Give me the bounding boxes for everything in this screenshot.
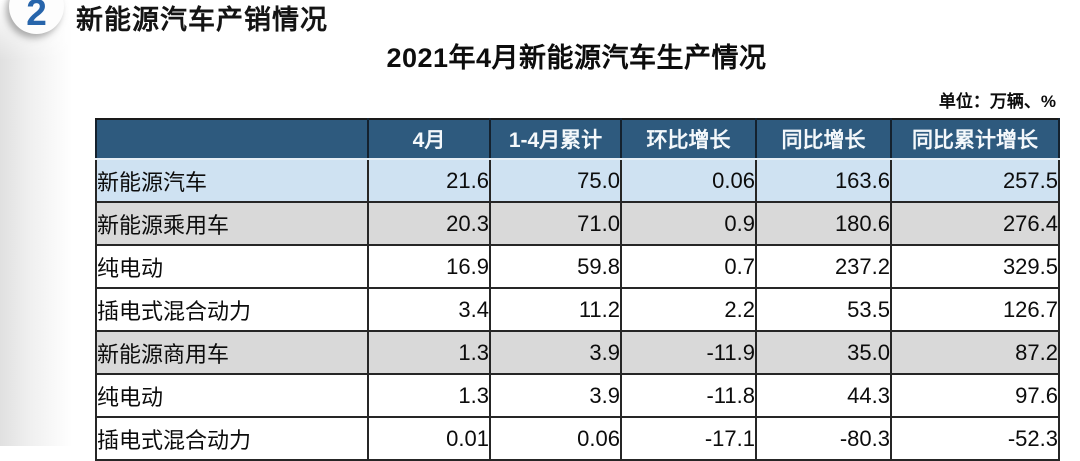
- slide-edge-gradient: [0, 0, 72, 446]
- table-row: 插电式混合动力 3.4 11.2 2.2 53.5 126.7: [95, 287, 1060, 332]
- column-header-cumulative: 1-4月累计: [489, 118, 622, 160]
- value-cell: 21.6: [367, 158, 491, 203]
- table-row: 新能源乘用车 20.3 71.0 0.9 180.6 276.4: [95, 201, 1060, 246]
- column-header-label: [95, 118, 369, 160]
- value-cell: 276.4: [890, 201, 1060, 246]
- value-cell: 1.3: [367, 373, 491, 418]
- row-label-cell: 纯电动: [95, 373, 369, 418]
- value-cell: 3.9: [489, 373, 622, 418]
- value-cell: 1.3: [367, 330, 491, 375]
- section-number: 2: [26, 0, 47, 33]
- table-header: 4月 1-4月累计 环比增长 同比增长 同比累计增长: [95, 118, 1060, 160]
- value-cell: 237.2: [755, 244, 892, 289]
- table-row: 新能源商用车 1.3 3.9 -11.9 35.0 87.2: [95, 330, 1060, 375]
- row-label-cell: 新能源商用车: [95, 330, 369, 375]
- value-cell: 75.0: [489, 158, 622, 203]
- value-cell: 0.06: [489, 416, 622, 461]
- value-cell: 53.5: [755, 287, 892, 332]
- value-cell: -11.8: [620, 373, 757, 418]
- value-cell: 163.6: [755, 158, 892, 203]
- section-title: 新能源汽车产销情况: [76, 5, 328, 35]
- value-cell: 3.9: [489, 330, 622, 375]
- column-header-yoy-cumulative-growth: 同比累计增长: [890, 118, 1060, 160]
- table-row: 纯电动 16.9 59.8 0.7 237.2 329.5: [95, 244, 1060, 289]
- column-header-april: 4月: [367, 118, 491, 160]
- column-header-yoy-growth: 同比增长: [755, 118, 892, 160]
- value-cell: 2.2: [620, 287, 757, 332]
- value-cell: 180.6: [755, 201, 892, 246]
- value-cell: 87.2: [890, 330, 1060, 375]
- value-cell: 0.9: [620, 201, 757, 246]
- value-cell: 71.0: [489, 201, 622, 246]
- value-cell: 0.06: [620, 158, 757, 203]
- value-cell: 11.2: [489, 287, 622, 332]
- table-title: 2021年4月新能源汽车生产情况: [386, 43, 767, 73]
- value-cell: -17.1: [620, 416, 757, 461]
- header-row: 4月 1-4月累计 环比增长 同比增长 同比累计增长: [95, 118, 1060, 160]
- value-cell: -80.3: [755, 416, 892, 461]
- row-label-cell: 新能源乘用车: [95, 201, 369, 246]
- value-cell: -11.9: [620, 330, 757, 375]
- value-cell: 257.5: [890, 158, 1060, 203]
- value-cell: 16.9: [367, 244, 491, 289]
- value-cell: 329.5: [890, 244, 1060, 289]
- value-cell: 59.8: [489, 244, 622, 289]
- production-table: 4月 1-4月累计 环比增长 同比增长 同比累计增长 新能源汽车 21.6 75.0…: [95, 118, 1060, 461]
- row-label-cell: 纯电动: [95, 244, 369, 289]
- value-cell: 97.6: [890, 373, 1060, 418]
- value-cell: 126.7: [890, 287, 1060, 332]
- value-cell: 35.0: [755, 330, 892, 375]
- row-label-cell: 插电式混合动力: [95, 287, 369, 332]
- value-cell: -52.3: [890, 416, 1060, 461]
- row-label-cell: 插电式混合动力: [95, 416, 369, 461]
- value-cell: 0.7: [620, 244, 757, 289]
- unit-note: 单位：万辆、%: [938, 92, 1056, 111]
- column-header-mom-growth: 环比增长: [620, 118, 757, 160]
- table-row: 纯电动 1.3 3.9 -11.8 44.3 97.6: [95, 373, 1060, 418]
- table-body: 新能源汽车 21.6 75.0 0.06 163.6 257.5 新能源乘用车 20.3 71.…: [95, 158, 1060, 461]
- value-cell: 0.01: [367, 416, 491, 461]
- value-cell: 20.3: [367, 201, 491, 246]
- table-row: 插电式混合动力 0.01 0.06 -17.1 -80.3 -52.3: [95, 416, 1060, 461]
- value-cell: 3.4: [367, 287, 491, 332]
- row-label-cell: 新能源汽车: [95, 158, 369, 203]
- table-row: 新能源汽车 21.6 75.0 0.06 163.6 257.5: [95, 158, 1060, 203]
- value-cell: 44.3: [755, 373, 892, 418]
